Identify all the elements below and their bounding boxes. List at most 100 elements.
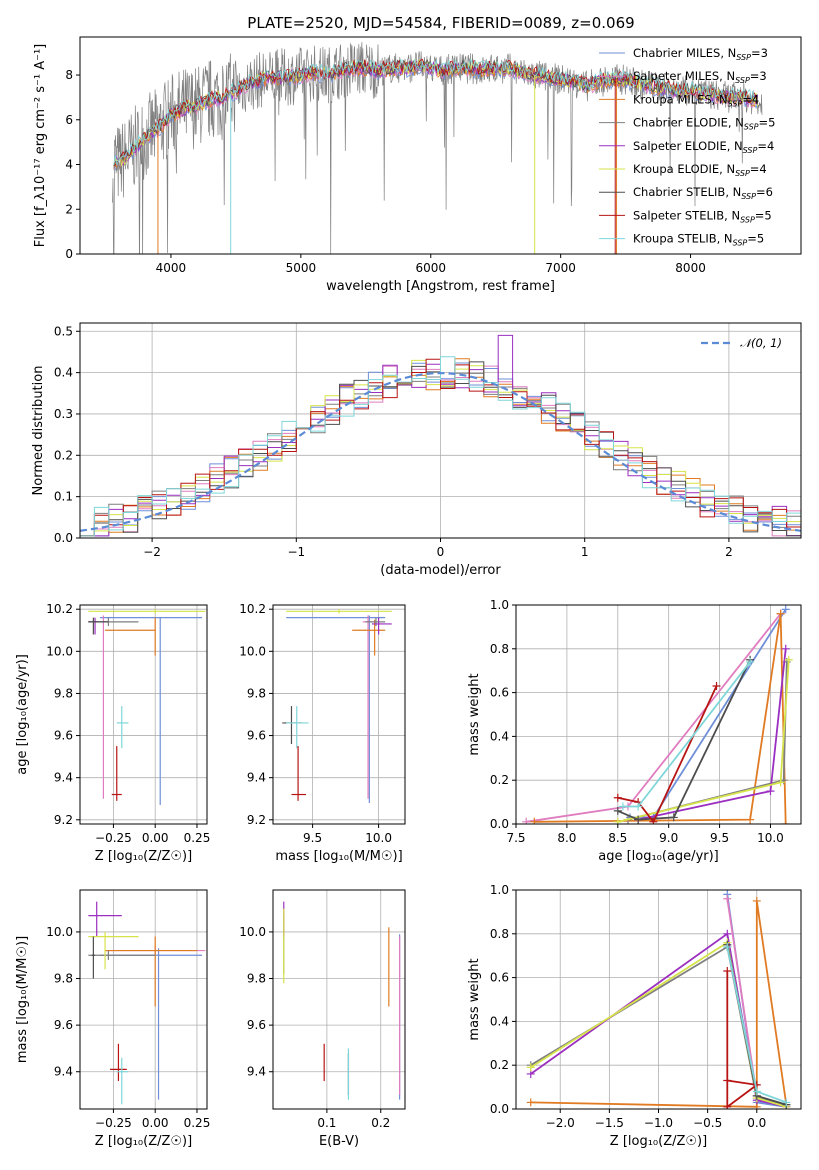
weight-marker-salpeter-stelib (723, 967, 732, 976)
y-tick-label: 9.6 (247, 1018, 266, 1032)
axes-frame-weight-vs-age (515, 604, 802, 825)
weight-marker-kroupa-miles (530, 817, 539, 824)
x-axis-label: Z [log₁₀(Z/Z☉)] (610, 1134, 707, 1149)
weight-marker-salpeter-miles (522, 817, 531, 824)
weight-marker-kroupa-miles (781, 820, 790, 824)
y-tick-label: 9.6 (54, 729, 73, 743)
y-tick-label: 0.8 (490, 927, 509, 941)
y-axis-label: mass weight (467, 958, 482, 1040)
weight-marker-chabrier-stelib (669, 813, 678, 822)
x-tick-label: 0.0 (747, 1116, 766, 1130)
weight-marker-kroupa-stelib (746, 657, 755, 666)
y-tick-label: 9.4 (247, 1065, 266, 1079)
x-tick-label: −0.25 (95, 1116, 132, 1130)
weight-marker-kroupa-elodie (784, 655, 793, 664)
y-tick-label: 0.3 (54, 407, 73, 421)
weight-marker-chabrier-stelib (613, 806, 622, 815)
x-tick-label: 0.2 (371, 1116, 390, 1130)
x-tick-label: −2 (143, 545, 161, 559)
y-tick-label: 0.2 (54, 448, 73, 462)
x-tick-label: 7.5 (506, 831, 525, 845)
y-tick-label: 9.8 (247, 972, 266, 986)
weight-marker-salpeter-elodie (766, 787, 775, 796)
x-tick-label: −1 (287, 545, 305, 559)
y-tick-label: 9.2 (247, 813, 266, 827)
plot-area-weight-vs-age (522, 605, 793, 824)
x-tick-label: 10.0 (365, 831, 392, 845)
axes-frame-mass-vs-Z (79, 889, 208, 1110)
chart-age-vs-Z: −0.25 0.00 0.25 9.2 9.4 9.6 9.8 10.0 10.2 Z [log₁… (15, 602, 210, 864)
legend-entry-chabrier-stelib: Chabrier STELIB, NSSP=6 (633, 185, 773, 201)
y-tick-label: 1.0 (490, 598, 509, 612)
x-tick-label: −0.5 (693, 1116, 722, 1130)
weight-marker-salpeter-elodie (723, 929, 732, 938)
weight-marker-kroupa-elodie (776, 778, 785, 787)
y-tick-label: 8 (65, 68, 73, 82)
y-axis-label: mass weight (467, 673, 482, 755)
x-axis-label: age [log₁₀(age/yr)] (598, 849, 719, 864)
legend-entry-salpeter-stelib: Salpeter STELIB, NSSP=5 (633, 208, 772, 224)
x-axis-label: mass [log₁₀(M/M☉)] (275, 849, 402, 864)
plot-area-spectrum (112, 42, 763, 254)
x-tick-label: −1.5 (595, 1116, 624, 1130)
y-tick-label: 0.4 (490, 729, 509, 743)
weight-marker-kroupa-elodie (613, 817, 622, 824)
weight-marker-kroupa-miles (526, 1098, 535, 1107)
y-tick-label: 9.4 (54, 1065, 73, 1079)
weight-marker-salpeter-stelib (613, 793, 622, 802)
y-tick-label: 10.0 (46, 925, 73, 939)
y-tick-label: 0.8 (490, 642, 509, 656)
x-tick-label: 9.0 (659, 831, 678, 845)
y-tick-label: 9.4 (54, 771, 73, 785)
weight-marker-kroupa-stelib (782, 1098, 791, 1107)
weight-marker-kroupa-miles (752, 896, 761, 905)
plot-area-residuals (80, 334, 801, 537)
x-axis-label: E(B-V) (319, 1134, 359, 1149)
figure-title: PLATE=2520, MJD=54584, FIBERID=0089, z=0… (247, 14, 634, 32)
weight-marker-salpeter-elodie (781, 644, 790, 653)
x-tick-label: 9.5 (303, 831, 322, 845)
y-tick-label: 9.2 (54, 813, 73, 827)
x-axis-label: Z [log₁₀(Z/Z☉)] (95, 849, 192, 864)
y-tick-label: 0.1 (54, 490, 73, 504)
y-tick-label: 0 (65, 247, 73, 261)
chart-residuals: 𝒩(0, 1) −2 −1 0 1 2 0.0 0.1 0.2 0.3 0.4 0.5 (data-mo… (31, 322, 802, 578)
y-tick-label: 9.6 (247, 729, 266, 743)
weight-marker-kroupa-miles (746, 815, 755, 824)
y-tick-label: 0.2 (490, 1058, 509, 1072)
x-axis-label: wavelength [Angstrom, rest frame] (326, 279, 555, 294)
y-tick-label: 0.0 (490, 817, 509, 831)
weight-marker-salpeter-miles (723, 894, 732, 903)
y-tick-label: 9.4 (247, 771, 266, 785)
y-tick-label: 10.0 (46, 644, 73, 658)
y-tick-label: 0.6 (490, 686, 509, 700)
weight-marker-kroupa-miles (776, 609, 785, 618)
y-axis-label: age [log₁₀(age/yr)] (15, 654, 30, 775)
y-tick-label: 0.4 (54, 366, 73, 380)
weight-marker-chabrier-stelib (634, 815, 643, 824)
x-tick-label: 5000 (286, 261, 317, 275)
x-tick-label: 9.5 (710, 831, 729, 845)
x-tick-label: 0.00 (142, 831, 169, 845)
legend-entry-kroupa-stelib: Kroupa STELIB, NSSP=5 (633, 232, 764, 248)
chart-age-vs-mass: 9.5 10.0 9.2 9.4 9.6 9.8 10.0 10.2 mass [log₁₀(M… (239, 602, 406, 864)
y-tick-label: 0.0 (490, 1102, 509, 1116)
weight-marker-kroupa-elodie (526, 1063, 535, 1072)
y-tick-label: 9.8 (54, 686, 73, 700)
x-tick-label: 2 (725, 545, 733, 559)
x-tick-label: 8000 (675, 261, 706, 275)
y-tick-label: 0.5 (54, 324, 73, 338)
y-axis-label: Normed distribution (31, 366, 46, 496)
y-tick-label: 10.0 (239, 644, 266, 658)
x-tick-label: 4000 (156, 261, 187, 275)
x-tick-label: 0 (437, 545, 445, 559)
y-tick-label: 0.4 (490, 1014, 509, 1028)
legend-entry-chabrier-miles: Chabrier MILES, NSSP=3 (633, 46, 768, 62)
y-tick-label: 9.8 (54, 972, 73, 986)
legend-entry-chabrier-elodie: Chabrier ELODIE, NSSP=5 (633, 116, 775, 132)
chart-spectrum: Chabrier MILES, NSSP=3 Salpeter MILES, NS… (33, 36, 802, 294)
y-tick-label: 9.8 (247, 686, 266, 700)
y-tick-label: 6 (65, 113, 73, 127)
chart-mass-vs-ebv: 0.1 0.2 9.4 9.6 9.8 10.0 E(B-V) (239, 889, 406, 1149)
legend-entry-salpeter-elodie: Salpeter ELODIE, NSSP=4 (633, 139, 774, 155)
